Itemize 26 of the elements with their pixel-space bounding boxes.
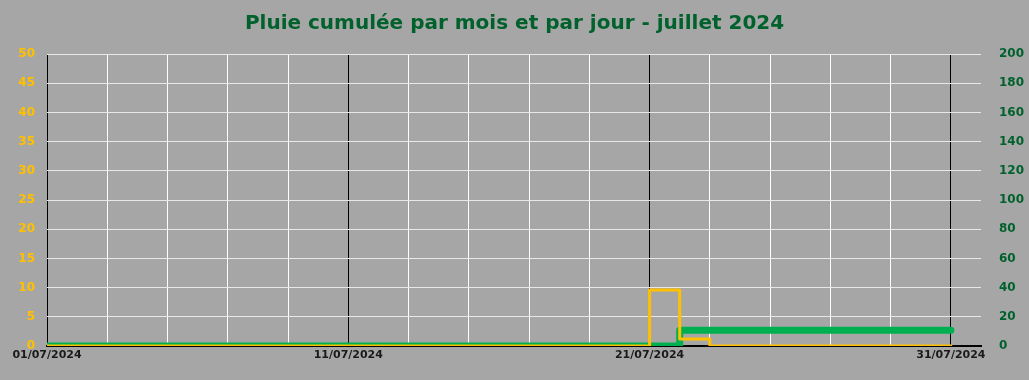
x-tick-label: 31/07/2024: [916, 348, 986, 362]
y-tick-label: 30: [18, 162, 35, 177]
x-tick-label: 21/07/2024: [614, 348, 685, 362]
y2-tick-label: 80: [999, 221, 1016, 236]
y-tick-label: 25: [18, 192, 35, 207]
y2-tick-label: 40: [999, 279, 1016, 294]
y-tick-label: 5: [26, 308, 35, 323]
y2-tick-label: 180: [999, 75, 1025, 90]
y2-tick-label: 140: [999, 133, 1025, 148]
y2-tick-label: 60: [999, 250, 1016, 265]
y-tick-label: 50: [18, 46, 35, 61]
chart-title: Pluie cumulée par mois et par jour - juillet 2024: [244, 10, 785, 35]
y-tick-label: 15: [18, 250, 35, 265]
y2-tick-label: 160: [999, 104, 1025, 119]
y2-tick-label: 0: [999, 338, 1008, 353]
y-tick-label: 40: [18, 104, 35, 119]
y-tick-label: 45: [18, 75, 35, 90]
y2-tick-label: 20: [999, 308, 1016, 323]
y2-tick-label: 200: [999, 46, 1025, 61]
x-tick-label: 01/07/2024: [12, 348, 82, 362]
y-tick-label: 10: [18, 279, 35, 294]
y2-tick-label: 120: [999, 162, 1025, 177]
y-tick-label: 35: [18, 133, 35, 148]
y2-tick-label: 100: [999, 192, 1025, 207]
y-tick-label: 20: [18, 221, 35, 236]
x-tick-label: 11/07/2024: [313, 348, 384, 362]
